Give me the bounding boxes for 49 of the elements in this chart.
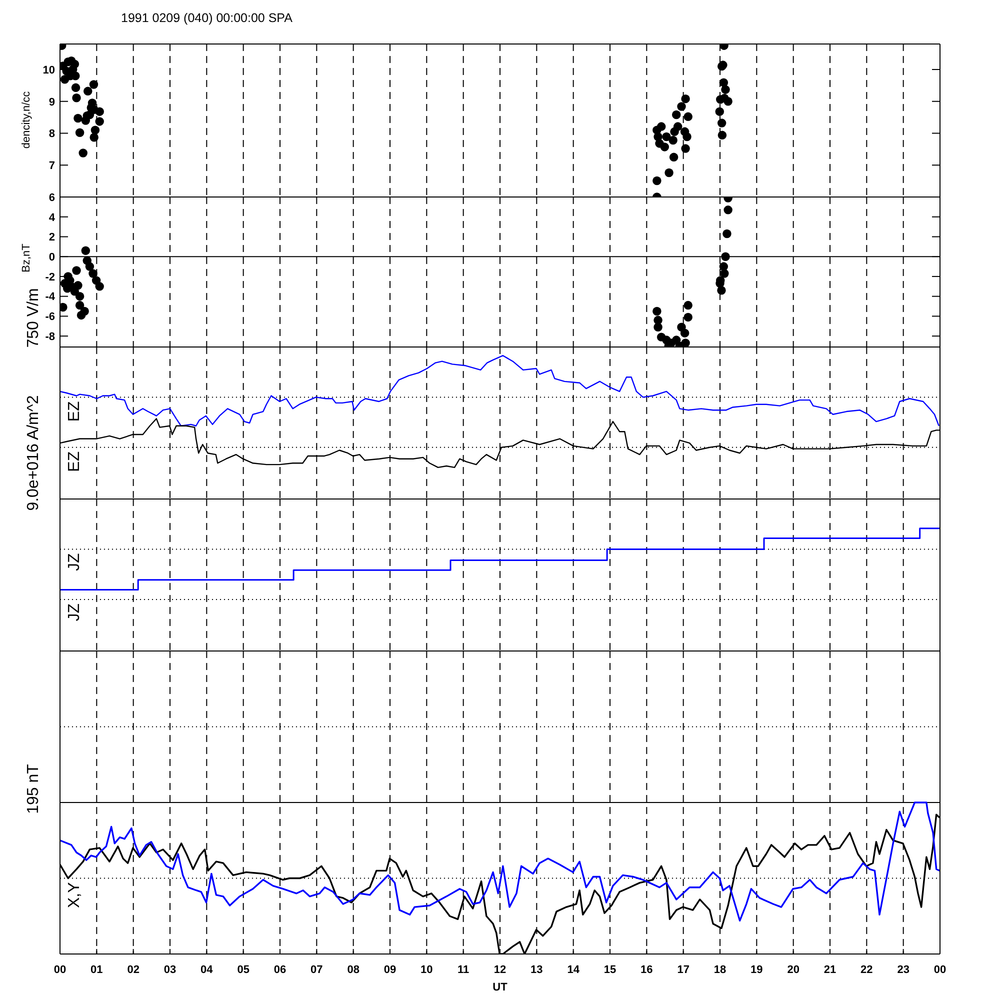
y-axis-title: dencity,n/cc xyxy=(20,91,32,149)
x-tick-label: 17 xyxy=(677,964,690,976)
x-tick-label: 21 xyxy=(824,964,836,976)
x-tick-label: 18 xyxy=(714,964,726,976)
y-tick-label: -2 xyxy=(45,271,55,284)
x-tick-label: 22 xyxy=(860,964,873,976)
x-tick-label: 04 xyxy=(200,964,214,976)
x-tick-label: 10 xyxy=(420,964,433,976)
x-tick-label: 16 xyxy=(640,964,653,976)
y-axis-title: 750 V/m xyxy=(25,288,42,348)
ref-line-label: EZ xyxy=(66,400,83,422)
x-tick-label: 13 xyxy=(530,964,543,976)
x-axis-title: UT xyxy=(492,982,508,994)
x-tick-label: 23 xyxy=(897,964,910,976)
x-tick-label: 01 xyxy=(90,964,103,976)
y-tick-label: 9 xyxy=(48,96,55,108)
x-tick-label: 09 xyxy=(384,964,396,976)
ref-line-label: JZ xyxy=(66,603,83,622)
y-axis-title: 195 nT xyxy=(25,764,42,814)
x-tick-label: 19 xyxy=(750,964,763,976)
y-tick-label: 6 xyxy=(48,192,55,204)
x-tick-label: 12 xyxy=(494,964,506,976)
y-tick-label: 2 xyxy=(48,232,55,244)
x-tick-label: 03 xyxy=(164,964,176,976)
chart-title: 1991 0209 (040) 00:00:00 SPA xyxy=(121,10,292,25)
x-tick-label: 08 xyxy=(347,964,360,976)
x-tick-label: 20 xyxy=(787,964,800,976)
x-tick-label: 00 xyxy=(54,964,66,976)
ref-line-label: JZ xyxy=(66,553,83,572)
y-tick-label: -8 xyxy=(45,330,55,343)
y-tick-label: 4 xyxy=(48,212,56,224)
x-tick-label: 15 xyxy=(604,964,616,976)
x-tick-label: 14 xyxy=(567,964,580,976)
x-tick-label: 06 xyxy=(274,964,286,976)
x-tick-label: 02 xyxy=(127,964,140,976)
x-tick-label: 11 xyxy=(458,964,470,976)
x-tick-label: 07 xyxy=(310,964,323,976)
y-tick-label: -6 xyxy=(45,311,55,324)
ref-line-label: X,Y xyxy=(66,882,83,908)
y-tick-label: -4 xyxy=(45,291,56,304)
ref-line-label: EZ xyxy=(66,451,83,472)
y-axis-title: Bz,nT xyxy=(20,244,32,272)
y-tick-label: 8 xyxy=(48,128,55,140)
y-axis-title: 9.0e+016 A/m^2 xyxy=(25,395,42,511)
y-tick-label: 0 xyxy=(48,252,55,264)
y-tick-label: 7 xyxy=(48,160,55,172)
x-tick-label: 05 xyxy=(237,964,250,976)
y-tick-label: 10 xyxy=(42,64,55,76)
x-tick-label: 00 xyxy=(934,964,946,976)
